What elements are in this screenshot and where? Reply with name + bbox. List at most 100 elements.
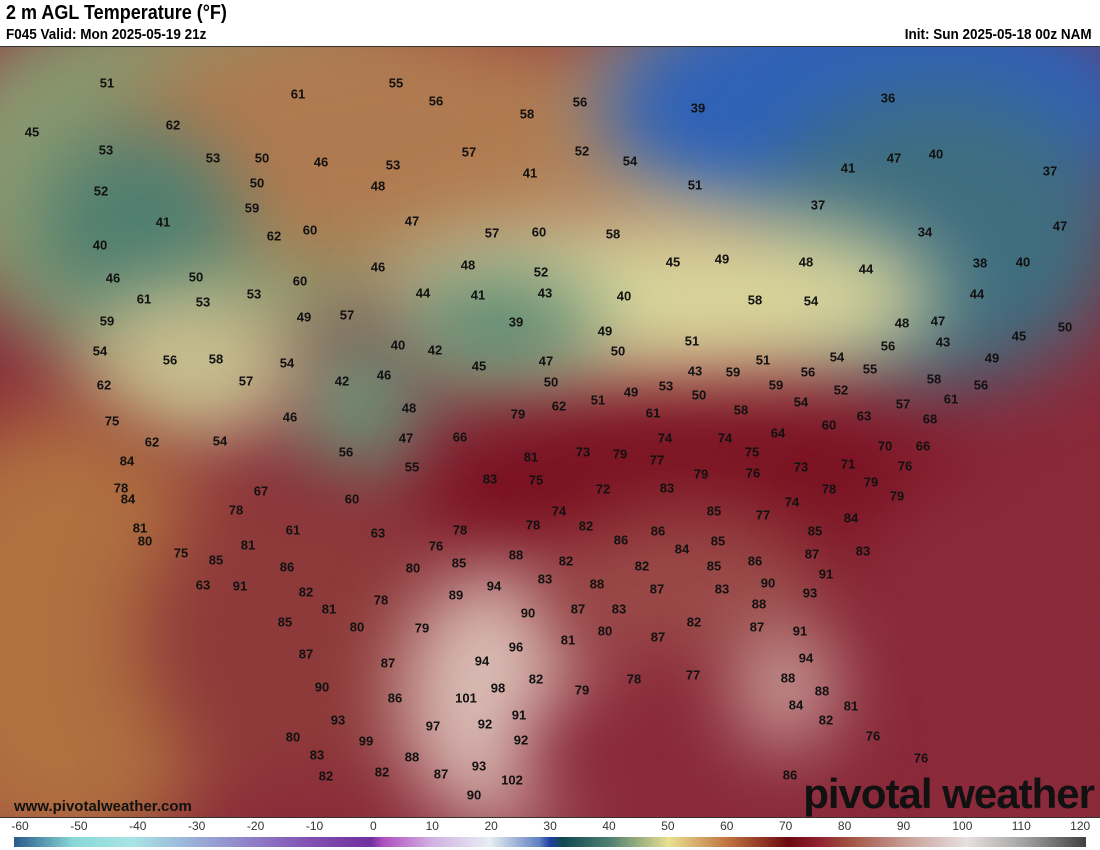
temperature-label: 73: [575, 444, 591, 460]
temperature-label: 91: [792, 623, 808, 639]
temperature-label: 54: [212, 433, 228, 449]
temperature-label: 61: [285, 522, 301, 538]
temperature-label: 78: [821, 481, 837, 497]
temperature-label: 91: [818, 566, 834, 582]
temperature-label: 61: [290, 86, 306, 102]
temperature-label: 82: [818, 712, 834, 728]
temperature-label: 53: [658, 378, 674, 394]
temperature-label: 98: [490, 680, 506, 696]
temperature-map[interactable]: 51 61 55 56 58 56 39 36 45 62 53 53 50 46 53 57 52 54 47 40…: [0, 46, 1100, 818]
temperature-label: 46: [376, 367, 392, 383]
temperature-label: 37: [810, 197, 826, 213]
temperature-label: 90: [520, 605, 536, 621]
temperature-label: 45: [665, 254, 681, 270]
temperature-label: 85: [807, 523, 823, 539]
temperature-label: 62: [165, 117, 181, 133]
temperature-label: 80: [597, 623, 613, 639]
header: 2 m AGL Temperature (°F) F045 Valid: Mon…: [0, 0, 1100, 46]
temperature-label: 84: [120, 491, 136, 507]
temperature-label: 87: [433, 766, 449, 782]
temperature-label: 60: [821, 417, 837, 433]
temperature-label: 101: [455, 690, 477, 706]
colorbar-tick-label: 40: [602, 819, 616, 833]
temperature-label: 71: [840, 456, 856, 472]
temperature-label: 84: [843, 510, 859, 526]
temperature-label: 54: [622, 153, 638, 169]
colorbar-tick-label: 0: [370, 819, 377, 833]
temperature-label: 86: [613, 532, 629, 548]
temperature-label: 70: [877, 438, 893, 454]
temperature-label: 89: [448, 587, 464, 603]
temperature-label: 82: [528, 671, 544, 687]
temperature-label: 42: [334, 373, 350, 389]
temperature-label: 44: [858, 261, 874, 277]
temperature-label: 77: [685, 667, 701, 683]
temperature-label: 59: [768, 377, 784, 393]
temperature-label: 75: [528, 472, 544, 488]
temperature-label: 90: [760, 575, 776, 591]
temperature-label: 45: [24, 124, 40, 140]
temperature-label: 93: [330, 712, 346, 728]
temperature-label: 76: [745, 465, 761, 481]
temperature-label: 49: [984, 350, 1000, 366]
temperature-label: 48: [370, 178, 386, 194]
temperature-label: 87: [650, 629, 666, 645]
temperature-label: 36: [880, 90, 896, 106]
temperature-label: 47: [930, 313, 946, 329]
temperature-label: 78: [525, 517, 541, 533]
temperature-label: 66: [452, 429, 468, 445]
temperature-label: 41: [470, 287, 486, 303]
colorbar-tick-label: 120: [1070, 819, 1091, 833]
temperature-label: 51: [99, 75, 115, 91]
temperature-label: 54: [92, 343, 108, 359]
pivotal-weather-logo: pivotal weather: [803, 770, 1095, 817]
colorbar-tick-label: -30: [188, 819, 206, 833]
temperature-label: 82: [634, 558, 650, 574]
temperature-label: 48: [401, 400, 417, 416]
temperature-label: 75: [744, 444, 760, 460]
temperature-label: 79: [693, 466, 709, 482]
temperature-label: 78: [228, 502, 244, 518]
temperature-label: 96: [508, 639, 524, 655]
temperature-label: 61: [136, 291, 152, 307]
temperature-label: 81: [560, 632, 576, 648]
temperature-label: 88: [751, 596, 767, 612]
temperature-label: 60: [292, 273, 308, 289]
temperature-label: 49: [714, 251, 730, 267]
temperature-label: 58: [733, 402, 749, 418]
temperature-label: 57: [484, 225, 500, 241]
temperature-label: 46: [313, 154, 329, 170]
temperature-label: 49: [597, 323, 613, 339]
temperature-label: 79: [510, 406, 526, 422]
temperature-label: 50: [249, 175, 265, 191]
temperature-label: 34: [917, 224, 933, 240]
valid-time: F045 Valid: Mon 2025-05-19 21z: [6, 26, 207, 43]
temperature-label: 85: [277, 614, 293, 630]
temperature-label: 78: [452, 522, 468, 538]
temperature-label: 54: [829, 349, 845, 365]
temperature-label: 81: [843, 698, 859, 714]
temperature-label: 79: [414, 620, 430, 636]
temperature-label: 85: [208, 552, 224, 568]
temperature-label: 83: [659, 480, 675, 496]
temperature-label: 92: [513, 732, 529, 748]
temperature-label: 82: [578, 518, 594, 534]
temperature-label: 56: [572, 94, 588, 110]
temperature-label: 38: [972, 255, 988, 271]
temperature-label: 86: [782, 767, 798, 783]
temperature-label: 58: [747, 292, 763, 308]
temperature-label: 102: [501, 772, 523, 788]
colorbar-tick-label: 20: [484, 819, 498, 833]
temperature-label: 46: [105, 270, 121, 286]
temperature-label: 47: [538, 353, 554, 369]
colorbar-tick-label: 50: [661, 819, 675, 833]
temperature-label: 37: [1042, 163, 1058, 179]
website-url: www.pivotalweather.com: [14, 798, 192, 815]
colorbar-tick-label: -20: [246, 819, 265, 833]
temperature-label: 81: [321, 601, 337, 617]
temperature-label: 40: [1015, 254, 1031, 270]
temperature-label: 55: [404, 459, 420, 475]
temperature-label: 42: [427, 342, 443, 358]
temperature-label: 99: [358, 733, 374, 749]
temperature-label: 58: [605, 226, 621, 242]
